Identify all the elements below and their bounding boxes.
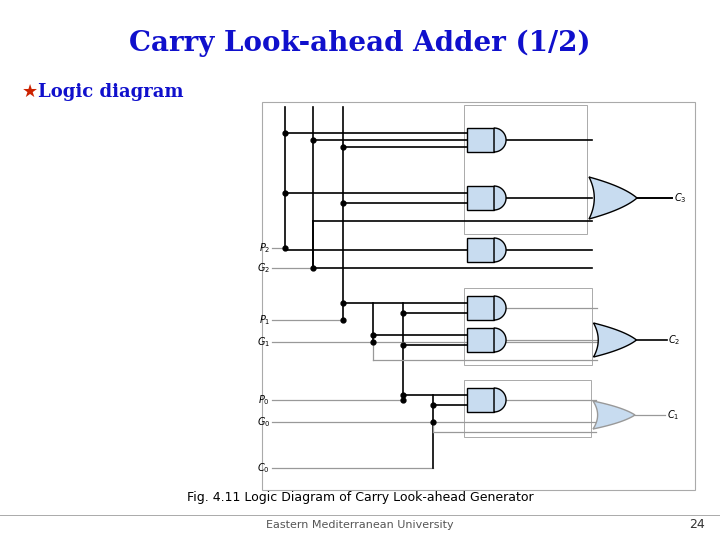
Text: ★: ★ (22, 83, 38, 101)
Polygon shape (467, 128, 494, 152)
Polygon shape (494, 128, 506, 152)
Text: $G_1$: $G_1$ (257, 335, 270, 349)
Text: $P_1$: $P_1$ (258, 313, 270, 327)
Polygon shape (467, 186, 494, 210)
Text: $C_3$: $C_3$ (674, 191, 687, 205)
Text: $C_1$: $C_1$ (667, 408, 680, 422)
Polygon shape (593, 323, 636, 357)
Polygon shape (494, 238, 506, 262)
Text: $G_0$: $G_0$ (256, 415, 270, 429)
Text: Logic diagram: Logic diagram (38, 83, 184, 101)
Polygon shape (589, 177, 637, 219)
Text: Eastern Mediterranean University: Eastern Mediterranean University (266, 520, 454, 530)
Polygon shape (467, 296, 494, 320)
Polygon shape (494, 186, 506, 210)
Text: Carry Look-ahead Adder (1/2): Carry Look-ahead Adder (1/2) (130, 30, 590, 57)
Polygon shape (494, 388, 506, 412)
Polygon shape (593, 401, 635, 429)
Text: $C_0$: $C_0$ (257, 461, 270, 475)
Text: $P_2$: $P_2$ (258, 241, 270, 255)
Polygon shape (494, 328, 506, 352)
Text: $G_2$: $G_2$ (257, 261, 270, 275)
Polygon shape (467, 238, 494, 262)
Text: $P_0$: $P_0$ (258, 393, 270, 407)
Polygon shape (494, 296, 506, 320)
Text: $C_2$: $C_2$ (668, 333, 681, 347)
Text: Fig. 4.11 Logic Diagram of Carry Look-ahead Generator: Fig. 4.11 Logic Diagram of Carry Look-ah… (186, 491, 534, 504)
Polygon shape (467, 388, 494, 412)
Polygon shape (467, 328, 494, 352)
Text: 24: 24 (689, 518, 705, 531)
